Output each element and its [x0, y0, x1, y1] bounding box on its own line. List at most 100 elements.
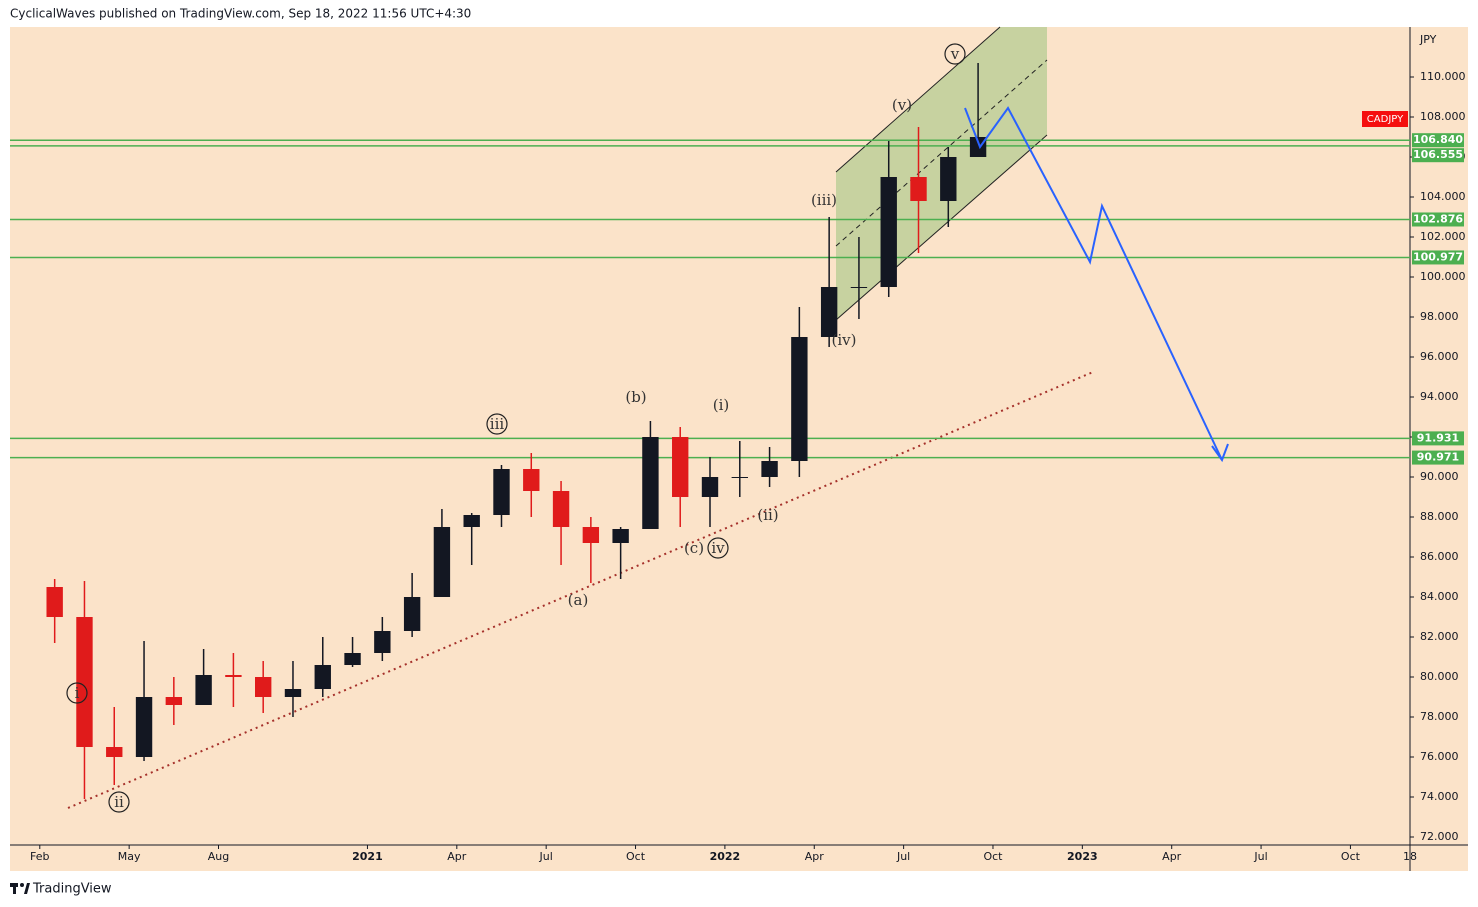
symbol-tag: CADJPY	[1367, 114, 1404, 125]
y-tick-label: 72.000	[1420, 830, 1459, 843]
y-tick-label: 76.000	[1420, 750, 1459, 763]
wave-label: (i)	[713, 396, 730, 414]
candle-body	[612, 529, 629, 543]
level-label-box	[1412, 133, 1464, 148]
y-tick-label: 84.000	[1420, 590, 1459, 603]
candle-body	[969, 137, 987, 157]
candle-body	[106, 747, 123, 757]
y-tick-label: 90.000	[1420, 470, 1459, 483]
y-tick-label: 86.000	[1420, 550, 1459, 563]
chart-background	[10, 27, 1468, 871]
level-label-box	[1412, 431, 1464, 446]
x-tick-label: Jul	[896, 850, 910, 863]
x-tick-label: Jul	[1253, 850, 1267, 863]
level-label-box	[1412, 212, 1464, 227]
channel-mid	[835, 59, 1048, 247]
y-tick-label: 98.000	[1420, 310, 1459, 323]
candle-body	[642, 437, 659, 529]
x-tick-label: 18	[1403, 850, 1417, 863]
candle-body	[225, 675, 242, 677]
wave-label: iii	[490, 415, 505, 433]
candle-body	[880, 177, 897, 287]
channel-upper	[835, 26, 1001, 173]
candle-body	[582, 527, 600, 543]
x-tick-label: 2023	[1067, 850, 1098, 863]
candle-body	[255, 677, 272, 697]
y-tick-label: 96.000	[1420, 350, 1459, 363]
y-tick-label: 88.000	[1420, 510, 1459, 523]
symbol-tag-box	[1362, 111, 1408, 127]
x-tick-label: May	[118, 850, 141, 863]
wave-label: (v)	[892, 96, 912, 114]
wave-label: (a)	[568, 591, 589, 609]
candle-body	[403, 597, 421, 631]
wave-label: (b)	[625, 388, 646, 406]
y-tick-label: 110.000	[1420, 70, 1466, 83]
level-label: 102.876	[1413, 212, 1463, 225]
wave-label: v	[950, 45, 960, 63]
x-tick-label: 2021	[352, 850, 383, 863]
candle-body	[940, 157, 957, 201]
x-tick-label: Apr	[1162, 850, 1182, 863]
candle-body	[344, 653, 361, 665]
x-tick-label: 2022	[710, 850, 741, 863]
candle-body	[552, 491, 570, 527]
level-label: 106.555	[1413, 148, 1463, 161]
footer-brand: TradingView	[32, 882, 112, 897]
level-label-box	[1412, 450, 1464, 465]
wave-label: (ii)	[757, 506, 778, 524]
wave-circle	[108, 791, 130, 813]
wave-label: (iii)	[811, 191, 837, 209]
candle-body	[791, 337, 808, 461]
y-tick-label: 104.000	[1420, 190, 1466, 203]
candle-body	[433, 527, 451, 597]
x-tick-label: Feb	[30, 850, 49, 863]
candle-body	[374, 631, 391, 653]
candle-body	[672, 437, 689, 497]
x-tick-label: Oct	[983, 850, 1003, 863]
x-tick-label: Aug	[208, 850, 229, 863]
wave-label: (c)	[684, 539, 704, 557]
y-tick-label: 74.000	[1420, 790, 1459, 803]
level-label-box	[1412, 250, 1464, 265]
wave-label: (iv)	[832, 331, 857, 349]
price-axis-unit: JPY	[1419, 33, 1437, 46]
candle-body	[761, 461, 778, 477]
candle-body	[820, 287, 838, 337]
candle-body	[910, 177, 927, 201]
y-tick-label: 102.000	[1420, 230, 1466, 243]
channel-lower	[835, 134, 1048, 321]
wave-circle	[944, 43, 966, 65]
candle-body	[284, 689, 302, 697]
level-label-box	[1412, 148, 1464, 163]
x-tick-label: Apr	[447, 850, 467, 863]
projection-path	[964, 106, 1223, 461]
level-label: 90.971	[1417, 451, 1459, 464]
candle-body	[165, 697, 183, 705]
candle-body	[850, 287, 868, 288]
candle-body	[46, 587, 63, 617]
wave-circle	[707, 537, 729, 559]
y-tick-label: 100.000	[1420, 270, 1466, 283]
wave-label: ii	[114, 793, 124, 811]
wave-circle	[66, 682, 88, 704]
level-label: 106.840	[1413, 133, 1463, 146]
candle-body	[701, 477, 719, 497]
candle-body	[195, 675, 212, 705]
candle-body	[135, 697, 153, 757]
x-tick-label: Oct	[626, 850, 646, 863]
x-tick-label: Oct	[1341, 850, 1361, 863]
wave-circle	[486, 413, 508, 435]
candle-body	[76, 617, 93, 747]
y-tick-label: 80.000	[1420, 670, 1459, 683]
level-label: 100.977	[1413, 250, 1463, 263]
wave-label: iv	[711, 539, 725, 557]
wave-label: i	[75, 684, 80, 702]
publisher-note: CyclicalWaves published on TradingView.c…	[10, 7, 471, 21]
candle-body	[731, 477, 748, 478]
y-tick-label: 82.000	[1420, 630, 1459, 643]
y-tick-label: 108.000	[1420, 110, 1466, 123]
y-tick-label: 94.000	[1420, 390, 1459, 403]
candle-body	[463, 515, 480, 527]
